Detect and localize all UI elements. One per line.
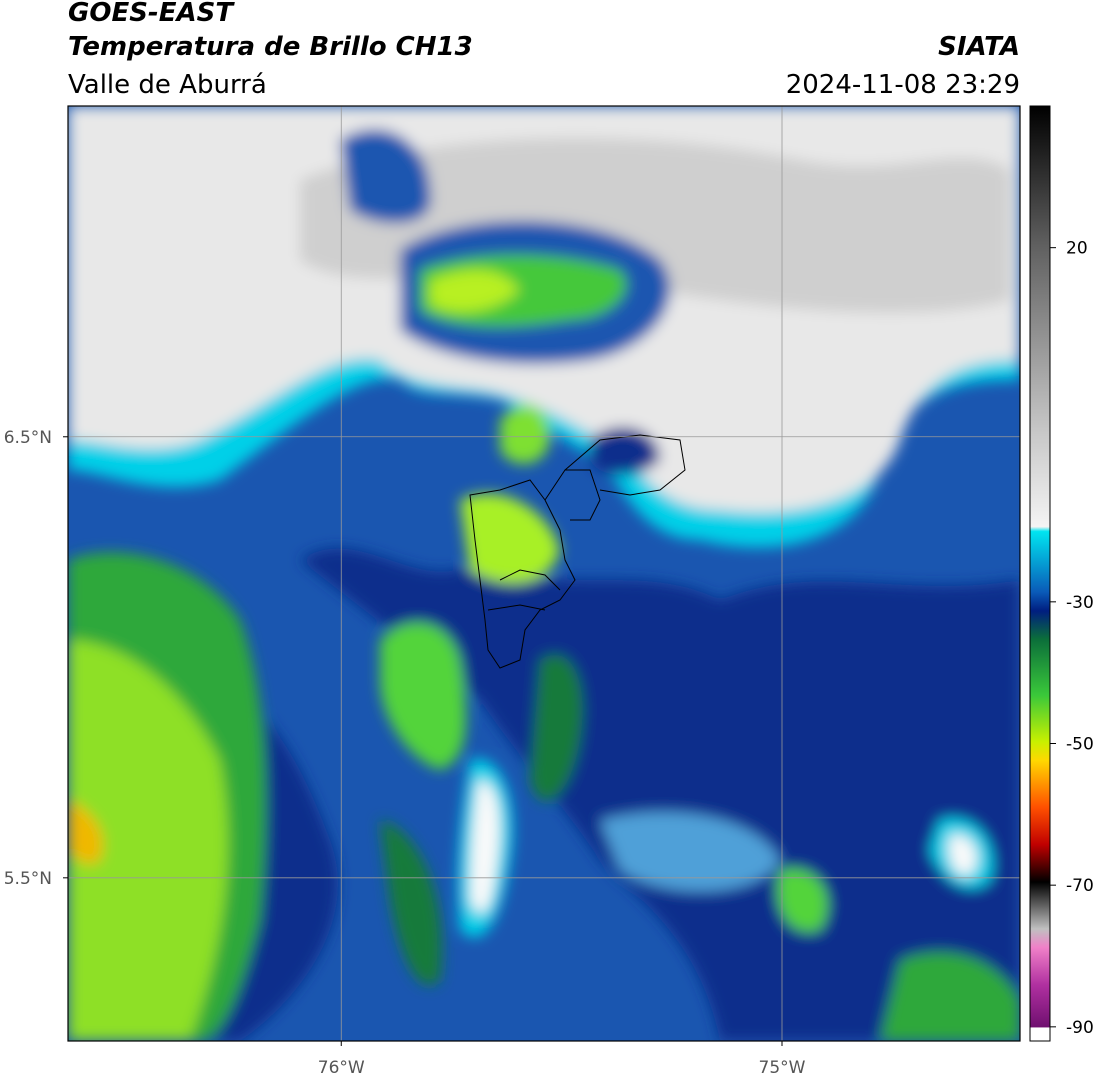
x-tick-label: 76°W (318, 1058, 365, 1078)
colorbar (1029, 105, 1051, 1042)
title: GOES-EAST (68, 0, 235, 28)
colorbar-tick-label: -70 (1066, 876, 1094, 896)
subtitle: Temperatura de Brillo CH13 (68, 32, 473, 62)
municipal-borders (469, 434, 686, 669)
colorbar-tick-label: -50 (1066, 735, 1094, 755)
timestamp: 2024-11-08 23:29 (786, 70, 1020, 100)
map-frame (67, 105, 1021, 1042)
graticule (63, 106, 1020, 1046)
region: Valle de Aburrá (68, 70, 267, 100)
colorbar-tick-label: 20 (1066, 239, 1088, 259)
x-tick-label: 75°W (759, 1058, 806, 1078)
y-tick-label: 6.5°N (4, 428, 52, 448)
colorbar-tick-label: -30 (1066, 593, 1094, 613)
satellite-image (68, 106, 1020, 1041)
source: SIATA (938, 32, 1020, 62)
y-tick-label: 5.5°N (4, 869, 52, 889)
colorbar-tick-label: -90 (1066, 1018, 1094, 1038)
